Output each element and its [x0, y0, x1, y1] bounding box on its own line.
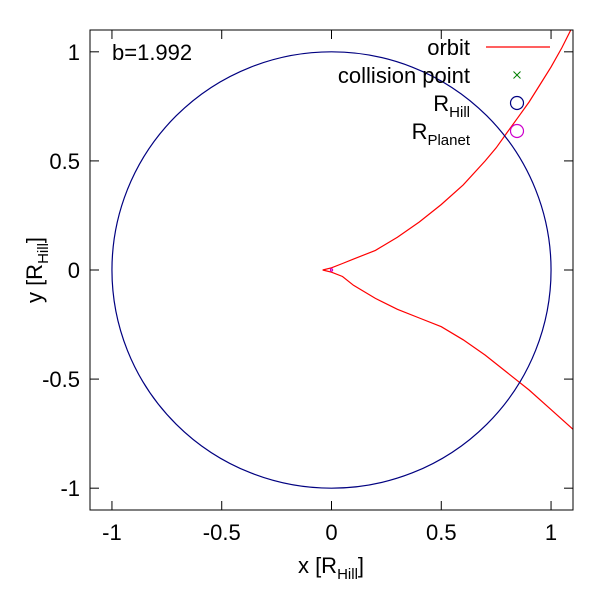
axis-ticks: -1 -0.5 0 0.5 1 -1 -0.5 0 0.5 1 [42, 30, 573, 545]
y-tick-label-0: -1 [60, 476, 80, 501]
x-tick-label-0: -1 [102, 520, 122, 545]
legend-item-collision: collision point [338, 63, 521, 88]
legend-item-hill: RHill [433, 91, 525, 121]
y-tick-label-3: 0.5 [49, 149, 80, 174]
legend-label-planet: RPlanet [412, 119, 471, 149]
series-orbit [322, 30, 573, 430]
y-axis-title-sub: Hill [35, 243, 52, 264]
annotation-b: b=1.992 [112, 40, 192, 65]
y-tick-label-1: -0.5 [42, 367, 80, 392]
x-axis-title-suffix: ] [358, 553, 364, 578]
legend-label-hill: RHill [433, 91, 470, 121]
x-axis-title-prefix: x [R [298, 553, 337, 578]
legend-label-collision: collision point [338, 63, 470, 88]
legend-symbol-collision [513, 71, 521, 79]
x-axis-title: x [RHill] [298, 553, 364, 583]
legend-label-orbit: orbit [427, 35, 470, 60]
legend-symbol-planet [509, 123, 525, 139]
x-tick-label-2: 0 [325, 520, 337, 545]
x-tick-label-1: -0.5 [203, 520, 241, 545]
x-tick-label-3: 0.5 [426, 520, 457, 545]
y-axis-title-suffix: ] [22, 237, 47, 243]
y-axis-title-prefix: y [R [22, 264, 47, 303]
series-r-hill [111, 51, 552, 489]
x-axis-title-sub: Hill [337, 566, 358, 583]
plot-frame [89, 29, 574, 511]
legend-item-orbit: orbit [427, 35, 550, 60]
y-axis-title: y [RHill] [22, 237, 52, 303]
series-r-planet [329, 268, 334, 272]
y-tick-label-2: 0 [68, 258, 80, 283]
plot-area [111, 30, 573, 489]
y-tick-label-4: 1 [68, 40, 80, 65]
legend-symbol-hill [509, 95, 525, 111]
legend-item-planet: RPlanet [412, 119, 525, 149]
x-tick-label-4: 1 [545, 520, 557, 545]
